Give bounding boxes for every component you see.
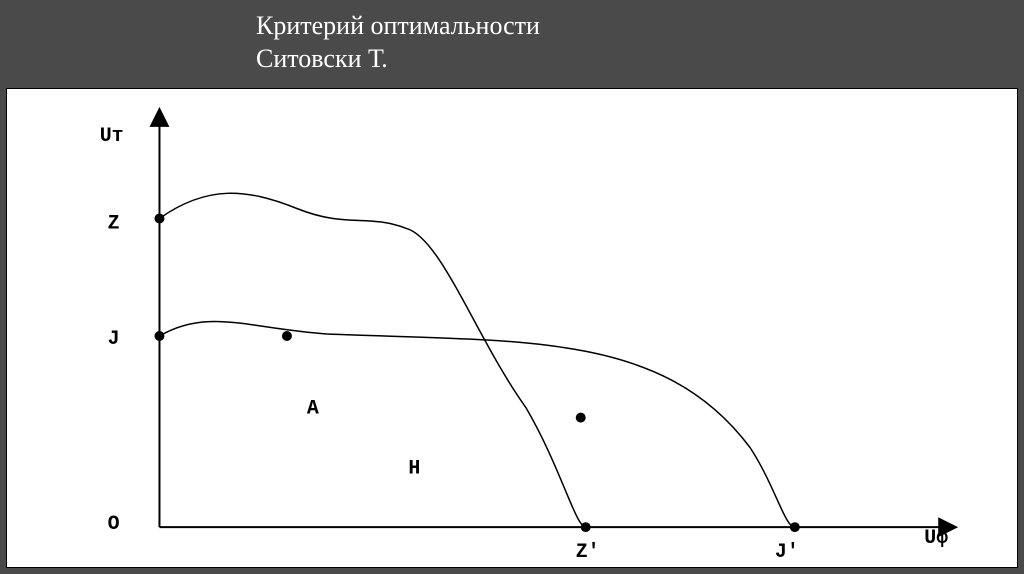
data-dot (581, 522, 591, 532)
tick-labels: Z J O Z' J' (108, 211, 799, 563)
tick-label: J' (775, 540, 799, 563)
slide-title-line2: Ситовски Т. (256, 43, 540, 76)
chart-frame: Uт Uф ZJOZ'J' AH (6, 88, 1018, 568)
data-dot (576, 413, 586, 423)
tick-label: O (108, 512, 120, 535)
tick-label: J (108, 327, 120, 350)
data-dot (282, 331, 292, 341)
tick-label: Z' (576, 540, 600, 563)
data-dot (154, 331, 164, 341)
y-axis-label: Uт (100, 124, 124, 147)
curve-Z (159, 193, 585, 527)
data-dots (154, 213, 799, 532)
utility-curve-chart: Uт Uф ZJOZ'J' AH (7, 89, 1017, 567)
region-label: A (307, 397, 319, 420)
region-labels: AH (307, 397, 421, 480)
x-axis-label: Uф (924, 526, 948, 549)
data-dot (154, 213, 164, 223)
slide-title-line1: Критерий оптимальности (256, 10, 540, 43)
curve-J (159, 321, 794, 527)
slide-title: Критерий оптимальности Ситовски Т. (256, 10, 540, 75)
data-dot (790, 522, 800, 532)
region-label: H (408, 456, 420, 479)
tick-label: Z (108, 211, 120, 234)
